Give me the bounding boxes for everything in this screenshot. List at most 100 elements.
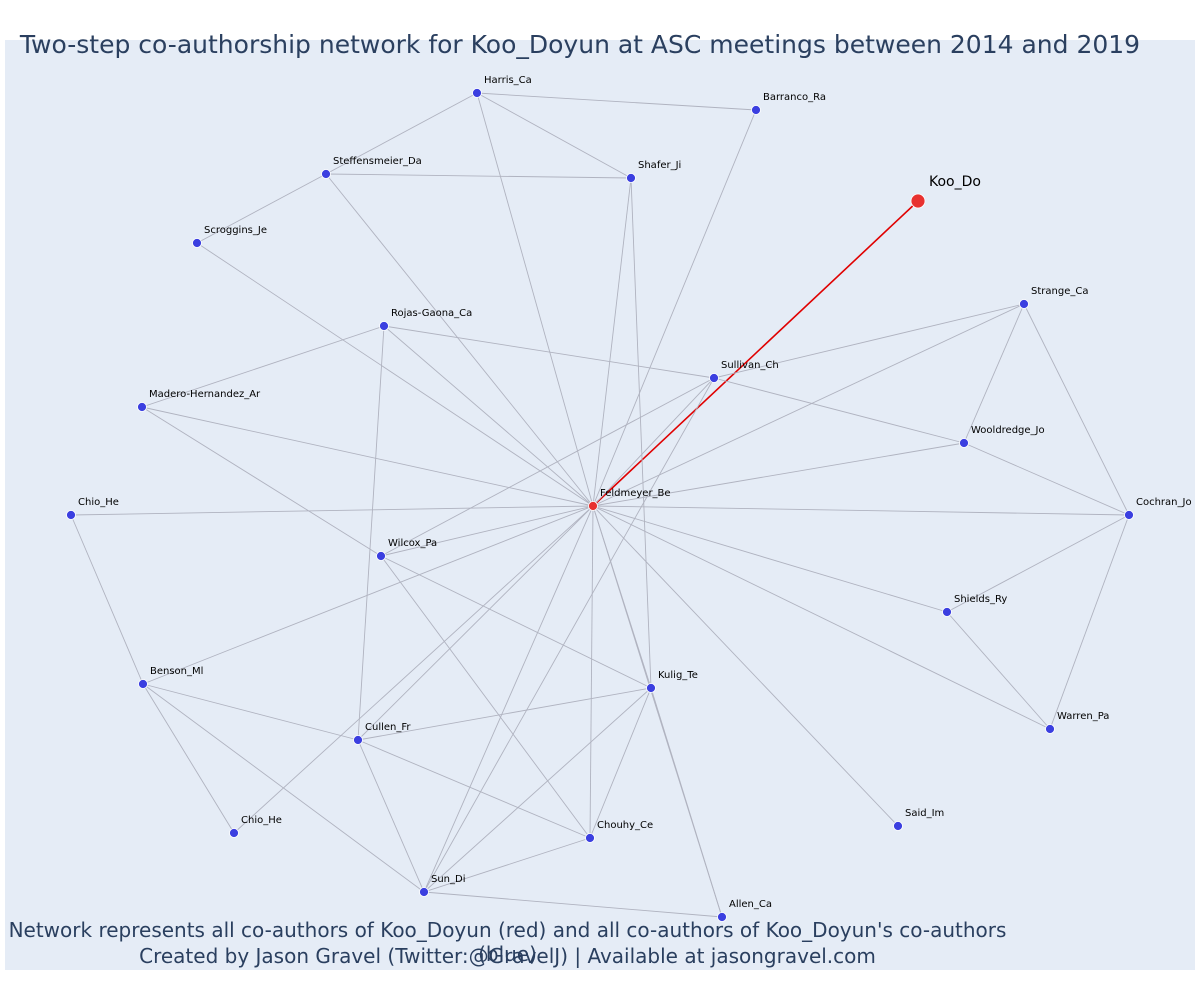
- node-cullen_fr[interactable]: [353, 735, 363, 745]
- edge-cochran_jo-warren_pa: [1049, 514, 1130, 730]
- edge-feldmeyer_be-chio_he_1: [70, 505, 594, 516]
- node-layer: [66, 88, 1134, 922]
- edge-rojas-gaona_ca-madero-hernandez_ar: [141, 325, 385, 408]
- edge-cullen_fr-chouhy_ce: [357, 739, 591, 839]
- node-label-cullen_fr: Cullen_Fr: [365, 722, 411, 733]
- node-steffensmeier_da[interactable]: [321, 169, 331, 179]
- edge-feldmeyer_be-steffensmeier_da: [325, 173, 594, 507]
- node-benson_ml[interactable]: [138, 679, 148, 689]
- node-label-chio_he_2: Chio_He: [241, 815, 282, 826]
- label-layer: Koo_Do Feldmeyer_Be Harris_Ca Barranco_Ra St…: [78, 75, 1192, 910]
- edge-layer: [70, 92, 1130, 918]
- node-sullivan_ch[interactable]: [709, 373, 719, 383]
- node-label-sullivan_ch: Sullivan_Ch: [721, 360, 779, 371]
- node-label-rojas-gaona_ca: Rojas-Gaona_Ca: [391, 308, 472, 319]
- node-label-wilcox_pa: Wilcox_Pa: [388, 538, 437, 549]
- edge-cochran_jo-shields_ry: [946, 514, 1130, 613]
- node-allen_ca[interactable]: [717, 912, 727, 922]
- node-label-sun_di: Sun_Di: [431, 874, 466, 885]
- edge-feldmeyer_be-shafer_ji: [592, 177, 632, 507]
- edge-feldmeyer_be-madero-hernandez_ar: [141, 406, 594, 507]
- edge-steffensmeier_da-shafer_ji: [325, 173, 632, 179]
- node-chio_he_2[interactable]: [229, 828, 239, 838]
- node-kulig_te[interactable]: [646, 683, 656, 693]
- edge-sullivan_ch-wooldredge_jo: [713, 377, 965, 444]
- chart-title: Two-step co-authorship network for Koo_D…: [19, 30, 1141, 59]
- edge-rojas-gaona_ca-cullen_fr: [357, 325, 385, 741]
- edge-wooldredge_jo-cochran_jo: [963, 442, 1130, 516]
- node-koo_do[interactable]: [910, 193, 926, 209]
- edge-feldmeyer_be-benson_ml: [142, 505, 594, 685]
- node-barranco_ra[interactable]: [751, 105, 761, 115]
- edge-feldmeyer_be-cullen_fr: [357, 505, 594, 741]
- edge-harris_ca-steffensmeier_da: [325, 92, 478, 175]
- edge-kulig_te-chouhy_ce: [589, 687, 652, 839]
- edge-feldmeyer_be-sullivan_ch: [592, 377, 715, 507]
- node-label-kulig_te: Kulig_Te: [658, 670, 698, 681]
- edge-feldmeyer_be-wilcox_pa: [380, 505, 594, 557]
- node-wooldredge_jo[interactable]: [959, 438, 969, 448]
- edge-feldmeyer_be-harris_ca: [476, 92, 594, 507]
- edge-chouhy_ce-sun_di: [423, 837, 591, 893]
- node-label-steffensmeier_da: Steffensmeier_Da: [333, 156, 422, 167]
- caption-credits: Created by Jason Gravel (Twitter:@Gravel…: [139, 944, 876, 968]
- edge-steffensmeier_da-scroggins_je: [196, 173, 327, 244]
- edge-feldmeyer_be-barranco_ra: [592, 109, 757, 507]
- node-cochran_jo[interactable]: [1124, 510, 1134, 520]
- node-label-wooldredge_jo: Wooldredge_Jo: [971, 425, 1045, 436]
- node-label-benson_ml: Benson_Ml: [150, 666, 203, 677]
- node-feldmeyer_be[interactable]: [588, 501, 598, 511]
- node-label-cochran_jo: Cochran_Jo: [1136, 497, 1192, 508]
- edge-feldmeyer_be-sun_di: [423, 505, 594, 893]
- node-shields_ry[interactable]: [942, 607, 952, 617]
- edge-madero-hernandez_ar-wilcox_pa: [141, 406, 382, 557]
- edge-feldmeyer_be-said_im: [592, 505, 899, 827]
- node-warren_pa[interactable]: [1045, 724, 1055, 734]
- edge-strange_ca-cochran_jo: [1023, 303, 1130, 516]
- edge-koo_do-feldmeyer_be: [592, 200, 919, 507]
- edge-kulig_te-allen_ca: [650, 687, 723, 918]
- node-scroggins_je[interactable]: [192, 238, 202, 248]
- edge-feldmeyer_be-scroggins_je: [196, 242, 594, 507]
- edge-feldmeyer_be-warren_pa: [592, 505, 1051, 730]
- node-label-strange_ca: Strange_Ca: [1031, 286, 1088, 297]
- node-shafer_ji[interactable]: [626, 173, 636, 183]
- edge-feldmeyer_be-chouhy_ce: [589, 505, 594, 839]
- edge-feldmeyer_be-rojas-gaona_ca: [383, 325, 594, 507]
- edge-benson_ml-chio_he_2: [142, 683, 235, 834]
- edge-feldmeyer_be-wooldredge_jo: [592, 442, 965, 507]
- node-label-allen_ca: Allen_Ca: [729, 899, 772, 910]
- edge-strange_ca-wooldredge_jo: [963, 303, 1025, 444]
- node-madero-hernandez_ar[interactable]: [137, 402, 147, 412]
- edge-sullivan_ch-strange_ca: [713, 303, 1025, 379]
- edge-harris_ca-barranco_ra: [476, 92, 757, 111]
- edge-harris_ca-shafer_ji: [476, 92, 632, 179]
- edge-kulig_te-cullen_fr: [357, 687, 652, 741]
- edge-shafer_ji-kulig_te: [630, 177, 652, 689]
- node-label-shields_ry: Shields_Ry: [954, 594, 1007, 605]
- edge-feldmeyer_be-strange_ca: [592, 303, 1025, 507]
- node-harris_ca[interactable]: [472, 88, 482, 98]
- node-chouhy_ce[interactable]: [585, 833, 595, 843]
- node-label-shafer_ji: Shafer_Ji: [638, 160, 681, 171]
- node-label-scroggins_je: Scroggins_Je: [204, 225, 267, 236]
- node-rojas-gaona_ca[interactable]: [379, 321, 389, 331]
- edge-feldmeyer_be-cochran_jo: [592, 505, 1130, 516]
- edge-benson_ml-sun_di: [142, 683, 425, 893]
- node-label-chouhy_ce: Chouhy_Ce: [597, 820, 653, 831]
- edge-wilcox_pa-kulig_te: [380, 555, 652, 689]
- edge-kulig_te-sun_di: [423, 687, 652, 893]
- node-label-barranco_ra: Barranco_Ra: [763, 92, 826, 103]
- edge-wilcox_pa-chouhy_ce: [380, 555, 591, 839]
- node-label-chio_he_1: Chio_He: [78, 497, 119, 508]
- node-sun_di[interactable]: [419, 887, 429, 897]
- node-label-harris_ca: Harris_Ca: [484, 75, 532, 86]
- node-label-said_im: Said_Im: [905, 808, 944, 819]
- node-said_im[interactable]: [893, 821, 903, 831]
- node-label-feldmeyer_be: Feldmeyer_Be: [600, 488, 671, 499]
- edge-feldmeyer_be-chio_he_2: [233, 505, 594, 834]
- node-wilcox_pa[interactable]: [376, 551, 386, 561]
- node-strange_ca[interactable]: [1019, 299, 1029, 309]
- node-chio_he_1[interactable]: [66, 510, 76, 520]
